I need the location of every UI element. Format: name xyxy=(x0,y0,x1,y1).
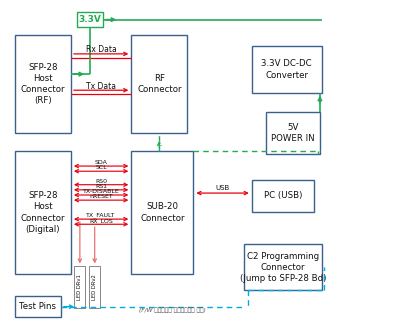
Bar xyxy=(266,112,320,154)
Bar xyxy=(131,35,188,133)
Text: 5V
POWER IN: 5V POWER IN xyxy=(271,123,315,143)
Bar xyxy=(15,151,71,274)
Text: SUB-20
Connector: SUB-20 Connector xyxy=(140,202,185,223)
Text: PC (USB): PC (USB) xyxy=(264,191,302,200)
Text: RS0: RS0 xyxy=(95,179,107,184)
Text: nRESET: nRESET xyxy=(89,194,113,199)
Text: Test Pins: Test Pins xyxy=(20,302,57,311)
Text: RS1: RS1 xyxy=(95,184,107,189)
Bar xyxy=(244,244,322,290)
Text: 3.3V DC-DC
Converter: 3.3V DC-DC Converter xyxy=(261,60,312,79)
Bar xyxy=(77,12,103,27)
Text: LED DRv2: LED DRv2 xyxy=(92,274,97,300)
Bar xyxy=(131,151,193,274)
Text: TX-DISABLE: TX-DISABLE xyxy=(83,189,120,194)
Bar xyxy=(15,296,61,317)
Bar xyxy=(15,35,71,133)
Text: 3.3V: 3.3V xyxy=(79,15,101,24)
Bar xyxy=(89,267,101,308)
Bar xyxy=(252,180,314,212)
Text: RX_LOS: RX_LOS xyxy=(89,218,113,224)
Text: SDA: SDA xyxy=(95,160,107,165)
Text: C2 Programming
Connector
(Jump to SFP-28 Bd): C2 Programming Connector (Jump to SFP-28… xyxy=(240,251,326,283)
Text: Tx Data: Tx Data xyxy=(86,82,116,91)
Text: USB: USB xyxy=(215,185,230,191)
Bar xyxy=(252,46,322,93)
Text: TX_FAULT: TX_FAULT xyxy=(86,213,116,218)
Text: RF
Connector: RF Connector xyxy=(137,74,182,94)
Text: SFP-28
Host
Connector
(RF): SFP-28 Host Connector (RF) xyxy=(21,63,65,105)
Bar xyxy=(74,267,85,308)
Text: (F/W 다운로드시 컴파서션으로 연결): (F/W 다운로드시 컴파서션으로 연결) xyxy=(139,307,206,313)
Text: SCL: SCL xyxy=(95,165,107,170)
Text: SFP-28
Host
Connector
(Digital): SFP-28 Host Connector (Digital) xyxy=(21,191,65,234)
Text: LED DRv1: LED DRv1 xyxy=(77,274,82,300)
Text: Rx Data: Rx Data xyxy=(86,45,116,54)
